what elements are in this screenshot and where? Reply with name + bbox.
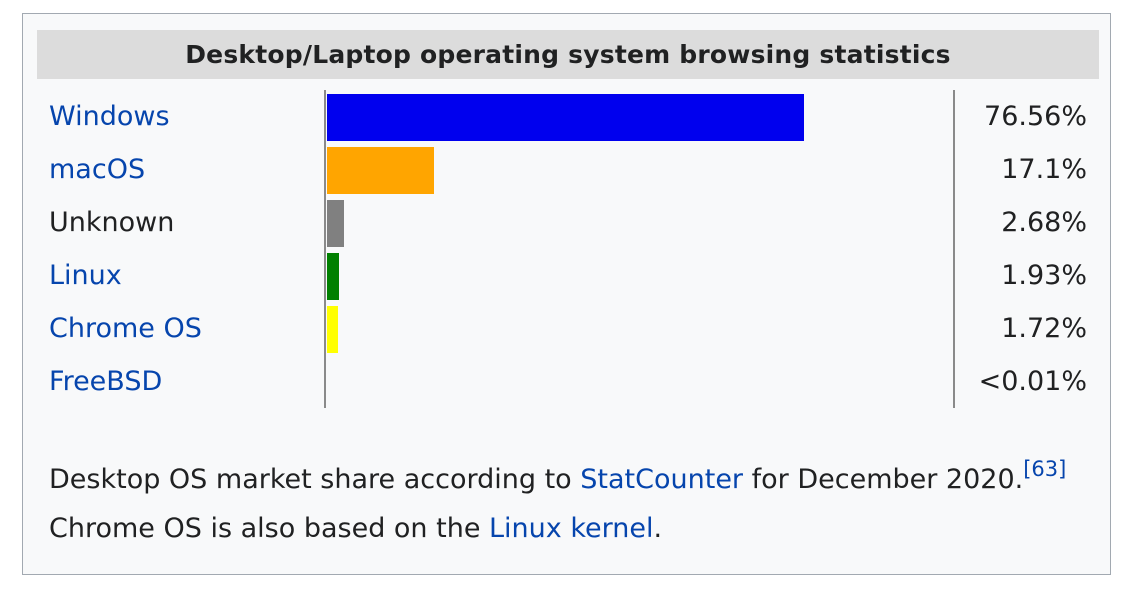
chart-right-axis (953, 90, 955, 408)
value-label-windows: 76.56% (984, 101, 1087, 132)
bar-linux (327, 252, 339, 300)
caption-text: Desktop OS market share according to (49, 464, 581, 495)
value-label-freebsd: <0.01% (978, 366, 1087, 397)
bar-macos (327, 146, 434, 194)
statcounter-link[interactable]: StatCounter (580, 464, 744, 495)
category-label-macos[interactable]: macOS (49, 154, 146, 185)
category-label-freebsd[interactable]: FreeBSD (49, 366, 163, 397)
category-label-linux[interactable]: Linux (49, 260, 122, 291)
linux-kernel-link[interactable]: Linux kernel (489, 513, 654, 544)
chart-caption: Desktop OS market share according to Sta… (49, 456, 1079, 553)
chart-title: Desktop/Laptop operating system browsing… (37, 30, 1099, 79)
category-label-unknown: Unknown (49, 207, 175, 238)
chart-left-axis (324, 90, 326, 408)
category-label-chrome-os[interactable]: Chrome OS (49, 313, 202, 344)
caption-text: for December 2020. (743, 464, 1024, 495)
caption-text: Chrome OS is also based on the (49, 513, 490, 544)
value-label-chrome-os: 1.72% (1001, 313, 1087, 344)
category-label-windows[interactable]: Windows (49, 101, 170, 132)
reference-link[interactable]: [63] (1023, 457, 1067, 481)
bar-unknown (327, 199, 344, 247)
value-label-macos: 17.1% (1001, 154, 1087, 185)
bar-chrome-os (327, 305, 338, 353)
value-label-linux: 1.93% (1001, 260, 1087, 291)
value-label-unknown: 2.68% (1001, 207, 1087, 238)
bar-windows (327, 93, 804, 141)
caption-text: . (653, 513, 663, 544)
